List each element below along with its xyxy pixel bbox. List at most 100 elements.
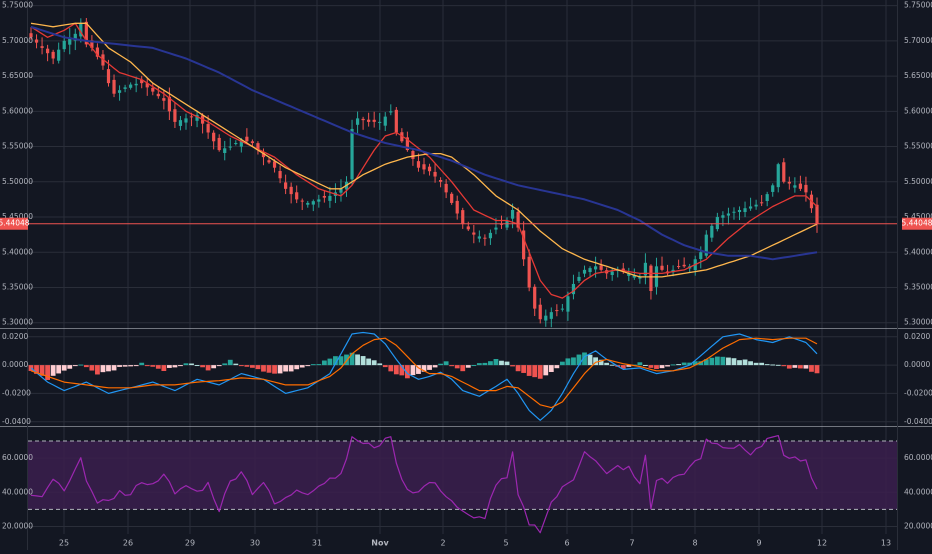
- macd-histogram-bar: [139, 362, 145, 366]
- rsi-band: [28, 440, 897, 510]
- macd-histogram-bar: [792, 365, 798, 368]
- macd-histogram-bar: [687, 362, 693, 366]
- candle-body: [378, 121, 382, 123]
- candle-body: [715, 217, 719, 230]
- macd-histogram-bar: [587, 354, 593, 366]
- price-tick-label-right: 5.55000: [904, 142, 932, 151]
- macd-histogram-bar: [78, 364, 84, 366]
- last-price-tag-right-bg: [902, 217, 932, 230]
- macd-histogram-bar: [604, 362, 610, 366]
- macd-histogram-bar: [310, 364, 316, 366]
- macd-histogram-bar: [166, 365, 172, 368]
- macd-histogram-bar: [366, 358, 372, 366]
- price-tick-label-left: 5.55000: [2, 142, 33, 151]
- candle-body: [394, 109, 398, 133]
- candle-body: [488, 232, 493, 239]
- candle-body: [34, 39, 39, 43]
- candle-body: [46, 48, 50, 54]
- macd-histogram-bar: [421, 365, 427, 372]
- candle-body: [405, 137, 409, 151]
- macd-histogram-bar: [803, 365, 809, 369]
- time-tick-label: 9: [756, 539, 761, 548]
- macd-histogram-bar: [460, 365, 466, 372]
- candle-body: [660, 265, 664, 270]
- macd-histogram-bar: [582, 352, 587, 366]
- candle-body: [527, 256, 531, 288]
- candle-body: [223, 148, 227, 154]
- macd-histogram-bar: [250, 365, 255, 368]
- candle-body: [239, 139, 243, 147]
- price-tick-label-right: 5.70000: [904, 36, 932, 45]
- macd-histogram-bar: [465, 365, 471, 368]
- candle-body: [234, 143, 238, 145]
- macd-histogram-bar: [759, 362, 765, 366]
- macd-histogram-bar: [438, 363, 444, 366]
- candle-body: [389, 111, 393, 113]
- candle-body: [571, 283, 576, 295]
- price-tick-label-left: 5.50000: [2, 177, 33, 186]
- macd-histogram-bar: [443, 361, 449, 366]
- macd-histogram-bar: [748, 361, 753, 366]
- macd-histogram-bar: [117, 365, 122, 367]
- candle-body: [804, 184, 808, 193]
- macd-tick-label-left: 0.0200: [2, 332, 28, 341]
- candle-body: [444, 183, 448, 193]
- macd-histogram-bar: [205, 365, 211, 371]
- macd-histogram-bar: [261, 365, 266, 372]
- macd-histogram-bar: [305, 365, 311, 367]
- candle-body: [560, 308, 564, 310]
- macd-histogram-bar: [493, 359, 499, 366]
- candle-body: [306, 202, 310, 205]
- macd-histogram-bar: [482, 362, 488, 366]
- macd-histogram-bar: [786, 365, 792, 369]
- candle-body: [555, 310, 559, 312]
- candle-body: [743, 208, 747, 213]
- candle-body: [649, 265, 653, 292]
- candle-body: [140, 80, 144, 84]
- macd-histogram-bar: [321, 360, 327, 366]
- time-tick-label: 26: [123, 539, 133, 548]
- macd-histogram-bar: [106, 365, 111, 372]
- candle-body: [737, 209, 742, 213]
- time-tick-label: 29: [185, 539, 195, 548]
- candle-body: [704, 234, 708, 256]
- macd-histogram-bar: [543, 365, 549, 376]
- candle-body: [798, 183, 802, 189]
- macd-histogram-bar: [814, 365, 820, 374]
- rsi-band-fill: [28, 441, 897, 510]
- candle-body: [771, 185, 775, 192]
- candle-body: [461, 210, 465, 225]
- candle-body: [466, 226, 470, 230]
- macd-histogram-bar: [681, 362, 687, 366]
- macd-histogram-bar: [676, 364, 682, 366]
- time-tick-label: 30: [250, 539, 260, 548]
- macd-histogram-bar: [770, 364, 776, 366]
- price-tick-label-left: 5.65000: [2, 71, 33, 80]
- candle-body: [79, 23, 83, 37]
- candle-body: [516, 211, 520, 228]
- candle-body: [726, 213, 731, 216]
- macd-histogram-bar: [692, 361, 698, 366]
- candle-body: [278, 171, 282, 179]
- macd-histogram-bar: [703, 359, 709, 366]
- candle-body: [112, 79, 116, 94]
- macd-histogram-bar: [222, 363, 228, 366]
- candle-body: [422, 164, 426, 170]
- macd-histogram-bar: [355, 354, 360, 366]
- time-tick-label: 13: [881, 539, 891, 548]
- candle-body: [123, 87, 127, 89]
- macd-histogram-bar: [576, 354, 582, 366]
- macd-histogram-bar: [521, 365, 527, 373]
- macd-histogram-bar: [34, 365, 39, 374]
- time-tick-label: 31: [312, 539, 322, 548]
- candle-body: [599, 265, 603, 270]
- macd-histogram-bar: [150, 365, 156, 367]
- candle-body: [544, 315, 548, 321]
- candle-body: [350, 128, 354, 180]
- moving-average-line: [30, 22, 818, 278]
- macd-histogram-bar: [189, 363, 194, 366]
